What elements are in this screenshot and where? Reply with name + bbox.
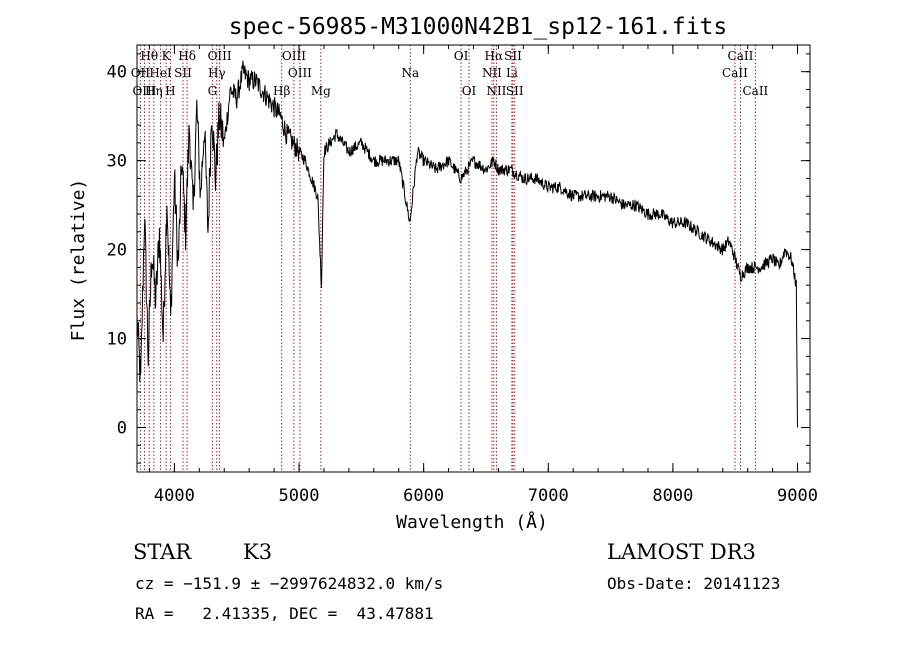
y-tick-label: 10	[107, 330, 127, 350]
y-tick-label: 30	[107, 152, 127, 172]
marker-label: Hβ	[273, 84, 290, 98]
marker-label: CaII	[728, 49, 754, 63]
marker-label: Mg	[311, 84, 331, 98]
marker-label: H	[165, 84, 175, 98]
x-tick-label: 8000	[652, 486, 693, 506]
marker-label: SII	[506, 84, 524, 98]
marker-label: Hα	[485, 49, 504, 63]
marker-label: NII	[482, 66, 502, 80]
marker-label: OII	[131, 66, 151, 80]
y-tick-label: 20	[107, 241, 127, 261]
spectral-line-markers	[139, 45, 756, 472]
spectrum-line	[136, 60, 798, 428]
marker-label: Hη	[145, 84, 163, 98]
marker-label: OIII	[132, 84, 156, 98]
x-tick-label: 6000	[403, 486, 444, 506]
x-tick-label: 5000	[279, 486, 320, 506]
marker-label: OIII	[288, 66, 312, 80]
y-axis-label: Flux (relative)	[68, 179, 89, 342]
x-tick-label: 9000	[777, 486, 818, 506]
marker-label: NII	[486, 84, 506, 98]
marker-label: SII	[504, 49, 522, 63]
marker-label: Hθ	[140, 49, 158, 63]
marker-label: K	[162, 49, 172, 63]
x-axis-label: Wavelength (Å)	[396, 511, 548, 533]
marker-label: OIII	[208, 49, 232, 63]
marker-label: CaII	[742, 84, 768, 98]
marker-label: HeI	[149, 66, 172, 80]
plot-frame	[136, 44, 811, 473]
x-tick-label: 7000	[528, 486, 569, 506]
y-tick-label: 0	[117, 419, 127, 439]
y-axis: 0 10 20 30 40	[107, 53, 810, 464]
marker-label: Hδ	[178, 49, 196, 63]
marker-label: Hγ	[208, 66, 226, 80]
y-tick-label: 40	[107, 63, 127, 83]
obs-date: Obs-Date: 20141123	[607, 574, 781, 593]
marker-label: SII	[174, 66, 192, 80]
subclass: K3	[243, 540, 273, 564]
x-tick-label: 4000	[154, 486, 195, 506]
marker-label: Na	[401, 66, 419, 80]
marker-label: CaII	[722, 66, 748, 80]
marker-label: Li	[506, 66, 518, 80]
marker-label: OIII	[282, 49, 306, 63]
coordinates: RA = 2.41335, DEC = 43.47881	[135, 604, 434, 623]
velocity-readout: cz = −151.9 ± −2997624832.0 km/s	[135, 574, 444, 593]
marker-label: OI	[462, 84, 477, 98]
x-axis: 4000 5000 6000 7000 8000 9000	[148, 45, 818, 506]
survey-name: LAMOST DR3	[607, 540, 756, 564]
marker-label: OI	[454, 49, 469, 63]
marker-label: G	[208, 84, 218, 98]
chart-title: spec-56985-M31000N42B1_sp12-161.fits	[229, 14, 728, 40]
object-class: STAR	[133, 540, 192, 564]
